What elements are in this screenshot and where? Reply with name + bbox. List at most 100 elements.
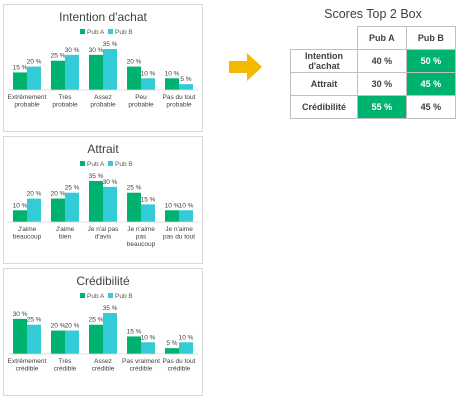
bar [89,54,103,90]
data-label: 35 % [103,41,118,48]
data-label: 10 % [165,70,180,77]
data-label: 30 % [13,311,28,318]
right-arrow-icon [229,52,263,87]
category-label: Extrêmement crédible [8,358,47,373]
data-label: 10 % [141,334,156,341]
bar [141,342,155,354]
data-label: 10 % [165,202,180,209]
category-label-line: J'aime [18,226,37,233]
category-label: Très crédible [54,358,77,373]
category-label-line: Extrêmement [8,358,47,365]
table-row: Intention d'achat 40 % 50 % [290,49,457,73]
table-header-row: Pub A Pub B [290,26,457,50]
legend-swatch [80,29,85,34]
legend-label: Pub B [115,293,133,300]
bar [103,186,117,222]
category-label-line: J'aime [56,226,75,233]
category-label-line: Je n'aime [127,226,155,233]
legend-swatch [108,161,113,166]
legend-swatch [108,293,113,298]
bar [51,330,65,354]
data-label: 10 % [179,202,194,209]
category-label-line: pas [136,234,147,241]
bar [127,66,141,90]
category-label-line: Peu [135,94,147,101]
category-label-line: Pas vraiment [122,358,160,365]
top2box-table: Pub A Pub B Intention d'achat 40 % 50 % … [290,26,457,119]
bar [27,66,41,90]
chart-panel-attrait: Attrait Pub A Pub B 10 % 20 % J'aime beaucoup 2… [3,136,203,264]
legend-label: Pub A [87,29,105,36]
category-label-line: Très [59,94,73,101]
bar [127,336,141,354]
category-label: J'aime beaucoup [13,226,42,241]
category-label-line: Je n'ai pas [88,226,120,233]
category-label: J'aime bien [56,226,75,241]
legend-swatch [80,161,85,166]
bar [103,313,117,354]
data-label: 20 % [27,59,42,66]
data-label: 25 % [51,53,66,60]
data-label: 30 % [65,47,80,54]
category-label-line: Assez [94,94,112,101]
chart-panel-intention: Intention d'achat Pub A Pub B 15 % 20 % Extrê… [3,4,203,132]
data-label: 5 % [166,340,177,347]
bar [13,72,27,90]
bar [127,192,141,222]
bar [51,198,65,222]
data-label: 25 % [89,317,104,324]
category-label: Pas du tout probable [163,94,196,109]
data-label: 20 % [127,59,142,66]
data-label: 20 % [51,323,66,330]
category-label: Extrêmement probable [8,94,47,109]
bar [65,330,79,354]
bar [27,198,41,222]
bar [51,60,65,90]
category-label-line: beaucoup [13,234,42,241]
category-label-line: crédible [92,366,115,373]
top2box-section: Scores Top 2 Box Pub A Pub B Intention d… [290,6,457,119]
bar [141,204,155,222]
category-label-line: probable [52,102,78,109]
row-label: Crédibilité [290,95,358,119]
category-label-line: crédible [168,366,191,373]
legend-swatch [108,29,113,34]
category-label: Peu probable [128,94,154,109]
legend-label: Pub A [87,293,105,300]
category-label-line: probable [14,102,40,109]
category-label: Très probable [52,94,78,109]
category-label: Assez crédible [92,358,115,373]
category-label-line: Je n'aime [165,226,193,233]
data-label: 30 % [103,179,118,186]
data-label: 35 % [89,173,104,180]
table-cell: 40 % [357,49,407,73]
bar [89,181,103,222]
category-label-line: probable [90,102,116,109]
bar [141,78,155,90]
category-label-line: crédible [16,366,39,373]
bar [89,324,103,354]
row-label: Attrait [290,72,358,96]
category-label: Je n'ai pas d'avis [88,226,120,241]
category-label-line: Extrêmement [8,94,47,101]
bar [13,210,27,222]
data-label: 20 % [65,323,80,330]
data-label: 20 % [51,191,66,198]
bar [13,318,27,354]
table-cell: 45 % [405,72,457,96]
table-cell: 45 % [405,95,457,119]
category-label-line: probable [166,102,192,109]
data-label: 5 % [180,76,191,83]
legend-swatch [80,293,85,298]
category-label-line: Assez [94,358,112,365]
category-label: Je n'aime pas beaucoup [127,226,156,248]
category-label-line: beaucoup [127,241,156,248]
legend-label: Pub B [115,161,133,168]
table-cell: 55 % [357,95,407,119]
row-label: Intention d'achat [290,49,358,73]
category-label: Assez probable [90,94,116,109]
category-label-line: Très [59,358,73,365]
